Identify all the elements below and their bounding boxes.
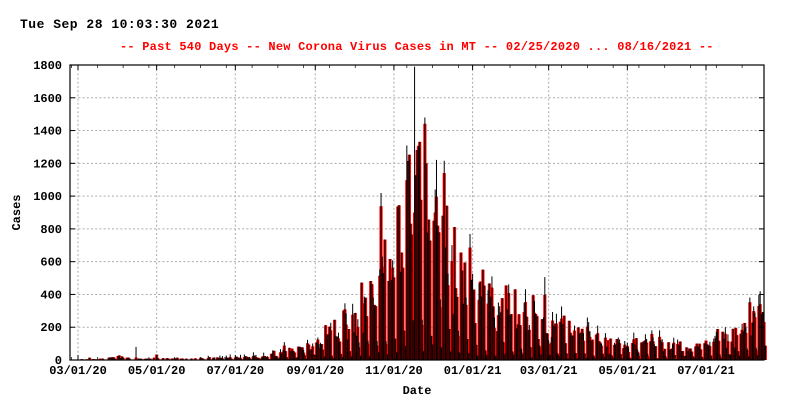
svg-text:09/01/20: 09/01/20 bbox=[286, 364, 344, 378]
svg-text:1000: 1000 bbox=[33, 190, 62, 204]
svg-text:1200: 1200 bbox=[33, 157, 62, 171]
svg-text:07/01/20: 07/01/20 bbox=[207, 364, 265, 378]
svg-text:11/01/20: 11/01/20 bbox=[365, 364, 423, 378]
svg-text:600: 600 bbox=[40, 256, 62, 270]
svg-text:200: 200 bbox=[40, 321, 62, 335]
svg-text:1800: 1800 bbox=[33, 59, 62, 73]
svg-text:07/01/21: 07/01/21 bbox=[677, 364, 735, 378]
svg-text:01/01/21: 01/01/21 bbox=[444, 364, 502, 378]
svg-text:1400: 1400 bbox=[33, 125, 62, 139]
svg-text:03/01/21: 03/01/21 bbox=[520, 364, 578, 378]
svg-text:400: 400 bbox=[40, 288, 62, 302]
svg-text:Cases: Cases bbox=[10, 194, 24, 230]
svg-text:800: 800 bbox=[40, 223, 62, 237]
svg-text:05/01/20: 05/01/20 bbox=[128, 364, 186, 378]
svg-text:05/01/21: 05/01/21 bbox=[599, 364, 657, 378]
svg-text:03/01/20: 03/01/20 bbox=[49, 364, 107, 378]
svg-text:1600: 1600 bbox=[33, 92, 62, 106]
svg-text:Date: Date bbox=[403, 384, 432, 398]
